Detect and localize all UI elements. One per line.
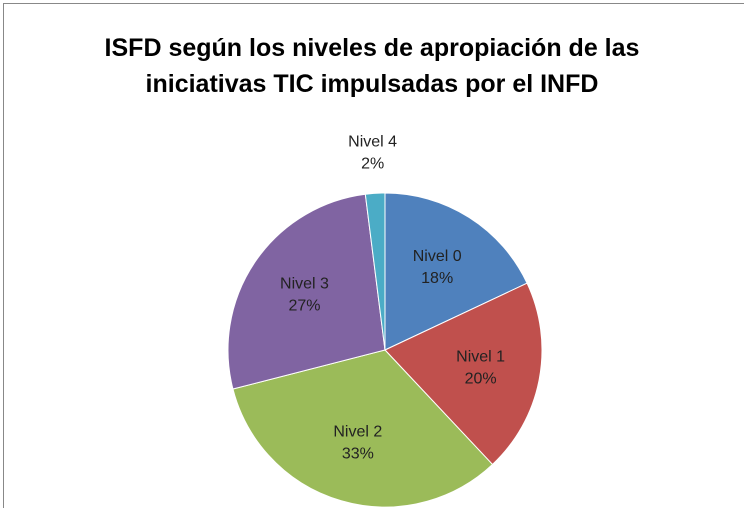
slice-label: Nivel 4 — [348, 134, 397, 151]
slice-value-label: 33% — [342, 446, 374, 463]
pie-slice — [232, 349, 494, 508]
pie-slice — [384, 192, 528, 351]
slice-label: Nivel 1 — [456, 348, 505, 365]
slice-value-label: 2% — [361, 156, 384, 173]
chart-title: ISFD según los niveles de apropiación de… — [104, 34, 640, 98]
pie-slice — [364, 192, 386, 351]
pie-slice — [384, 282, 543, 466]
slice-label: Nivel 0 — [413, 248, 462, 265]
chart-border — [3, 3, 744, 508]
slice-value-label: 18% — [421, 270, 453, 287]
slice-label: Nivel 3 — [280, 276, 329, 293]
pie-slice — [227, 193, 386, 390]
slice-label: Nivel 2 — [333, 424, 382, 441]
slice-value-label: 20% — [465, 370, 497, 387]
slice-value-label: 27% — [288, 298, 320, 315]
